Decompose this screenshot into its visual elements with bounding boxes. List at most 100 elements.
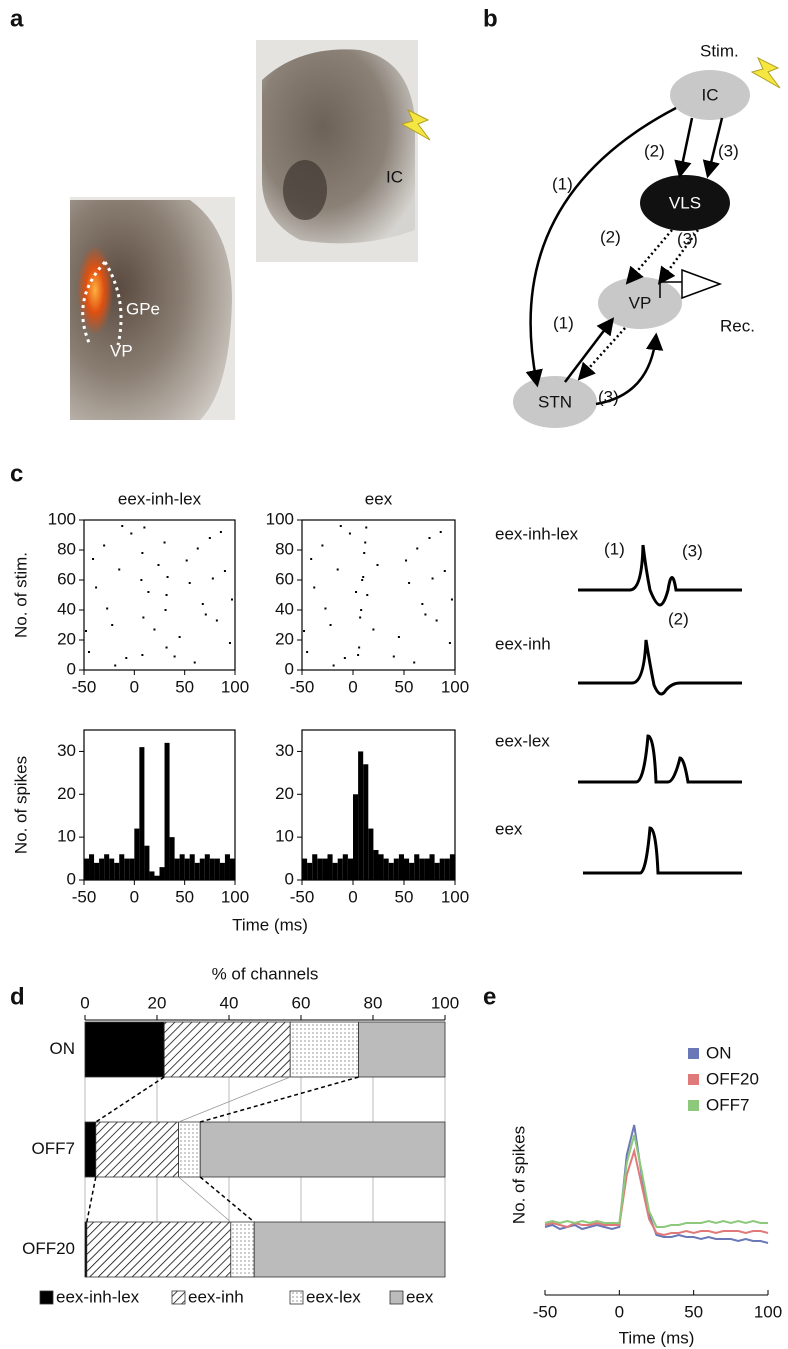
legend-swatch <box>171 1290 186 1305</box>
raster-dot <box>397 636 400 638</box>
raster-dot <box>185 559 188 562</box>
raster-dot <box>201 603 204 605</box>
raster-dot <box>363 552 366 554</box>
hist-bar <box>149 871 155 880</box>
raster-dot <box>355 591 358 593</box>
raster-dot <box>329 624 332 626</box>
raster-dot <box>193 661 196 664</box>
hist-bar <box>307 862 313 880</box>
hist-bar <box>373 850 379 880</box>
raster-dot <box>92 558 95 560</box>
waveform <box>578 734 742 784</box>
hist-bar <box>84 858 90 880</box>
arrow <box>657 229 700 285</box>
panel-label: a <box>10 5 24 32</box>
y-axis-label: No. of spikes <box>509 1126 528 1224</box>
x-tick-label: 0 <box>80 993 89 1012</box>
y-tick-label: 20 <box>57 629 76 648</box>
panel-label: b <box>483 5 498 32</box>
hist-bar <box>184 858 190 880</box>
raster-dot <box>424 613 427 616</box>
hist-bar <box>89 854 95 880</box>
x-tick-label: -50 <box>72 677 97 696</box>
hist-bar <box>204 854 210 880</box>
axes-frame <box>83 519 236 671</box>
chart-title: eex <box>365 489 393 508</box>
raster-dot <box>362 576 365 578</box>
bar-segment <box>289 1021 360 1078</box>
node-label: VLS <box>669 193 701 212</box>
legend-label: eex-inh-lex <box>56 1287 140 1306</box>
x-tick-label: 50 <box>175 677 194 696</box>
hist-bar <box>424 858 430 880</box>
hist-bar <box>404 858 410 880</box>
y-tick-label: 20 <box>57 784 76 803</box>
bar-segment <box>84 1121 97 1178</box>
raster-dot <box>392 655 395 658</box>
raster-dot <box>173 655 176 658</box>
slice-tissue <box>70 200 232 420</box>
pathway-label: (3) <box>677 229 698 248</box>
raster-dot <box>95 586 98 589</box>
x-tick-label: 50 <box>395 887 414 906</box>
raster-dot <box>103 544 106 547</box>
x-tick-label: -50 <box>290 887 315 906</box>
raster-dot <box>431 577 434 580</box>
bar-segment <box>199 1121 446 1178</box>
x-tick-label: 50 <box>395 677 414 696</box>
line-series <box>544 1147 769 1237</box>
raster-dot <box>361 579 364 581</box>
connector <box>178 1076 291 1123</box>
hist-bar <box>159 867 165 880</box>
raster-dot <box>114 664 117 667</box>
schematic-label: eex-inh-lex <box>495 524 579 543</box>
axes-frame <box>301 519 456 671</box>
y-tick-label: 0 <box>285 869 294 888</box>
raster-dot <box>321 544 324 547</box>
x-tick-label: 60 <box>292 993 311 1012</box>
hist-bar <box>358 751 364 880</box>
arrow <box>674 117 694 179</box>
electrode <box>659 281 682 298</box>
raster-dot <box>376 564 379 566</box>
hist-bar <box>317 858 323 880</box>
x-tick-label: 0 <box>130 887 139 906</box>
hist-bar <box>353 794 359 880</box>
hist-bar <box>322 858 328 880</box>
raster-dot <box>130 532 133 535</box>
x-tick-label: -50 <box>533 1302 558 1321</box>
raster-dot <box>85 630 88 632</box>
stim-icon <box>400 108 431 141</box>
raster-dot <box>360 609 363 611</box>
bar-segment <box>230 1221 255 1278</box>
y-tick-label: 30 <box>57 741 76 760</box>
hist-bar <box>144 845 150 880</box>
x-tick-label: 0 <box>348 677 357 696</box>
arrow <box>525 106 677 388</box>
x-tick-label: 50 <box>175 887 194 906</box>
y-tick-label: 40 <box>57 599 76 618</box>
legend-swatch <box>688 1074 699 1085</box>
raster-dot <box>443 570 446 572</box>
hist-bar <box>94 862 100 880</box>
y-tick-label: 80 <box>275 539 294 558</box>
raster-dot <box>178 636 181 638</box>
raster-dot <box>428 537 431 539</box>
y-tick-label: 10 <box>57 827 76 846</box>
hist-bar <box>129 858 135 880</box>
waveform <box>578 544 742 607</box>
hist-bar <box>327 854 333 880</box>
raster-dot <box>166 576 169 578</box>
stim-icon <box>750 56 781 89</box>
bar-segment <box>84 1021 165 1078</box>
raster-dot <box>111 624 114 626</box>
hist-bar <box>439 858 445 880</box>
panel-label: d <box>10 983 25 1010</box>
hist-bar <box>347 858 353 880</box>
node <box>598 277 682 329</box>
node <box>670 70 750 120</box>
hist-bar <box>363 764 369 880</box>
raster-dot <box>106 607 109 610</box>
x-tick-label: 100 <box>441 887 469 906</box>
fluorescence <box>77 245 113 335</box>
